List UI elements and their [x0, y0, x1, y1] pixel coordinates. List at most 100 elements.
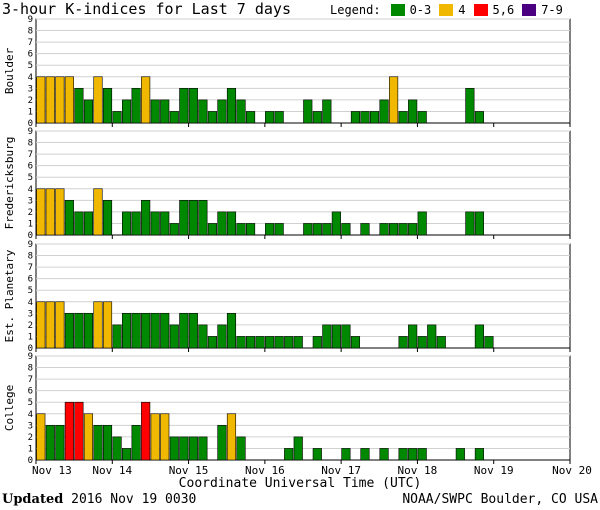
- k-index-bar: [122, 211, 132, 236]
- k-index-bar: [245, 336, 256, 349]
- k-index-bar: [236, 436, 246, 461]
- k-index-bar: [350, 111, 361, 124]
- y-tick-label: 9: [28, 15, 33, 25]
- k-index-bar: [160, 99, 170, 124]
- y-tick-label: 7: [28, 150, 33, 160]
- k-index-bar: [427, 324, 437, 349]
- k-index-bar: [179, 200, 189, 236]
- k-index-bar: [226, 313, 237, 349]
- y-tick-label: 6: [28, 275, 33, 285]
- k-index-bar: [303, 99, 313, 124]
- k-index-bar: [169, 111, 179, 124]
- k-index-bar: [112, 324, 122, 349]
- panel-frame: [35, 130, 571, 236]
- k-index-bar: [265, 336, 275, 349]
- y-tick-label: 2: [28, 208, 33, 218]
- k-index-bar: [350, 336, 361, 349]
- y-tick-label: 0: [28, 456, 33, 466]
- k-index-bar: [236, 99, 246, 124]
- y-tick-label: 8: [28, 364, 33, 374]
- y-tick-label: 1: [28, 219, 33, 229]
- k-index-bar: [112, 436, 122, 461]
- y-tick-label: 4: [28, 185, 33, 195]
- k-index-chart: 0123456789Boulder0123456789Fredericksbur…: [3, 15, 592, 476]
- k-index-bar: [408, 448, 418, 461]
- k-index-bar: [55, 425, 65, 461]
- k-index-bar: [36, 301, 46, 349]
- k-index-bar: [474, 111, 484, 124]
- k-index-bar: [93, 301, 103, 349]
- legend-item-label: 0-3: [409, 3, 432, 17]
- k-index-bar: [369, 111, 380, 124]
- k-index-bar: [55, 301, 65, 349]
- k-index-bar: [55, 188, 65, 236]
- k-index-bar: [398, 223, 408, 236]
- station-label: College: [3, 385, 16, 431]
- k-index-bar: [236, 223, 246, 236]
- k-index-bar: [274, 111, 284, 124]
- y-tick-label: 5: [28, 61, 33, 71]
- k-index-bar: [312, 448, 322, 461]
- legend-item-5-6: 5,6: [473, 2, 514, 18]
- x-tick-label: Nov 16: [245, 464, 285, 476]
- k-index-bar: [341, 324, 351, 349]
- k-index-bar: [102, 301, 113, 349]
- y-tick-label: 3: [28, 421, 33, 431]
- k-index-bar: [331, 211, 341, 236]
- x-axis-title: Coordinate Universal Time (UTC): [178, 476, 422, 491]
- k-index-bar: [465, 211, 475, 236]
- k-index-bar: [188, 88, 198, 124]
- y-tick-label: 6: [28, 50, 33, 60]
- k-index-bar: [226, 211, 237, 236]
- k-index-bar: [236, 336, 246, 349]
- k-index-bar: [284, 448, 294, 461]
- k-index-bar: [131, 313, 141, 349]
- y-tick-label: 7: [28, 375, 33, 385]
- k-index-bar: [150, 413, 160, 461]
- y-tick-label: 6: [28, 387, 33, 397]
- station-label: Est. Planetary: [3, 249, 16, 342]
- k-index-bar: [474, 324, 484, 349]
- y-tick-label: 9: [28, 127, 33, 137]
- legend-item-label: 4: [458, 3, 466, 17]
- k-index-bar: [312, 336, 322, 349]
- legend-item-label: 7-9: [541, 3, 563, 17]
- k-index-bar: [64, 401, 74, 461]
- k-index-bar: [274, 336, 284, 349]
- x-tick-label: Nov 19: [474, 464, 514, 476]
- k-index-bar: [389, 76, 399, 124]
- k-index-bar: [141, 200, 151, 236]
- y-tick-label: 8: [28, 252, 33, 262]
- k-index-bar: [436, 336, 446, 349]
- k-index-bar: [93, 188, 103, 236]
- k-index-bar: [83, 99, 94, 124]
- y-tick-label: 9: [28, 240, 33, 250]
- y-tick-label: 1: [28, 332, 33, 342]
- k-index-bar: [45, 425, 55, 461]
- k-index-bar: [322, 99, 332, 124]
- k-index-bar: [465, 88, 475, 124]
- x-tick-label: Nov 14: [92, 464, 132, 476]
- k-index-bar: [45, 188, 55, 236]
- y-tick-label: 2: [28, 96, 33, 106]
- k-index-bar: [474, 448, 484, 461]
- panel-frame: [35, 355, 571, 461]
- k-index-bar: [83, 313, 94, 349]
- k-index-bar: [131, 425, 141, 461]
- k-index-bar: [245, 111, 256, 124]
- y-tick-label: 8: [28, 27, 33, 37]
- k-index-bar: [360, 111, 370, 124]
- k-index-bar: [360, 448, 370, 461]
- k-index-bar: [360, 223, 370, 236]
- k-index-bar: [417, 448, 427, 461]
- k-index-bar: [160, 313, 170, 349]
- credit-line: NOAA/SWPC Boulder, CO USA: [402, 492, 598, 507]
- x-tick-label: Nov 15: [169, 464, 209, 476]
- k-index-bar: [122, 99, 132, 124]
- k-index-bar: [226, 88, 237, 124]
- y-tick-label: 1: [28, 107, 33, 117]
- k-index-bar: [226, 413, 237, 461]
- k-index-bar: [83, 211, 94, 236]
- x-tick-label: Nov 17: [321, 464, 361, 476]
- k-index-bar: [408, 223, 418, 236]
